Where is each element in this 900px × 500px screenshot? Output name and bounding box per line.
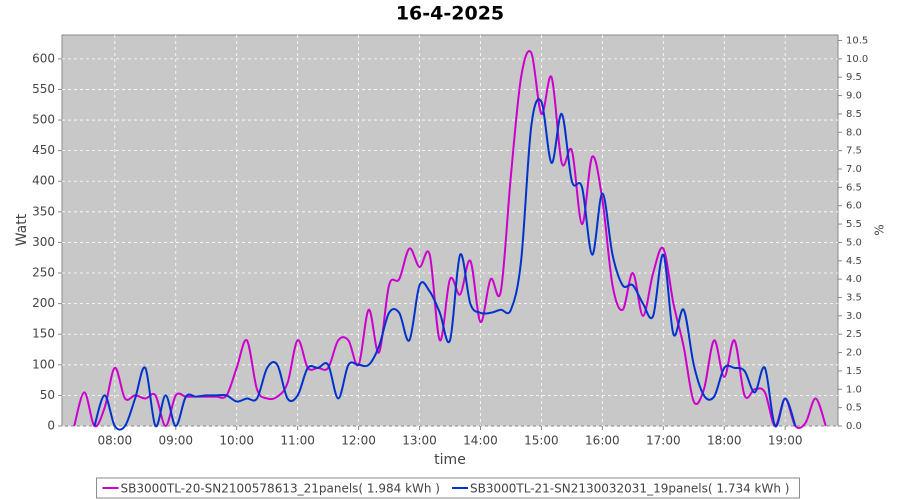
y-tick-label: 150 <box>32 327 55 341</box>
x-tick-label: 10:00 <box>219 434 254 448</box>
x-tick-label: 13:00 <box>402 434 437 448</box>
y2-tick-label: 5.0 <box>846 237 862 248</box>
y2-tick-label: 7.5 <box>846 146 862 157</box>
y2-tick-label: 10.5 <box>846 36 868 47</box>
y-tick-label: 0 <box>47 419 55 433</box>
series-line <box>93 98 797 431</box>
x-axis-label: time <box>434 452 466 468</box>
y-tick-label: 300 <box>32 235 55 249</box>
chart-title: 16-4-2025 <box>396 3 504 25</box>
x-tick-label: 12:00 <box>341 434 376 448</box>
legend-label: SB3000TL-20-SN2100578613_21panels( 1.984… <box>121 482 440 496</box>
y-tick-label: 350 <box>32 204 55 218</box>
x-tick-label: 16:00 <box>585 434 620 448</box>
y2-tick-label: 7.0 <box>846 164 862 175</box>
y-tick-label: 500 <box>32 113 55 127</box>
y2-tick-label: 6.0 <box>846 201 862 212</box>
y2-axis-label: % <box>873 224 887 235</box>
y-tick-label: 50 <box>40 388 55 402</box>
y2-tick-label: 0.5 <box>846 403 862 414</box>
y2-tick-label: 8.0 <box>846 127 862 138</box>
y2-tick-label: 3.5 <box>846 293 862 304</box>
y-tick-label: 450 <box>32 143 55 157</box>
y2-tick-label: 0.0 <box>846 421 862 432</box>
x-tick-label: 14:00 <box>463 434 498 448</box>
x-tick-label: 19:00 <box>768 434 803 448</box>
y-tick-label: 200 <box>32 296 55 310</box>
x-tick-label: 17:00 <box>646 434 681 448</box>
y-tick-label: 600 <box>32 51 55 65</box>
x-tick-label: 09:00 <box>158 434 193 448</box>
x-tick-label: 11:00 <box>280 434 315 448</box>
legend-box <box>96 477 800 499</box>
y2-tick-label: 6.5 <box>846 182 862 193</box>
y2-tick-label: 5.5 <box>846 219 862 230</box>
y2-tick-label: 8.5 <box>846 109 862 120</box>
y2-tick-label: 4.0 <box>846 274 862 285</box>
y2-tick-label: 3.0 <box>846 311 862 322</box>
y2-tick-label: 10.0 <box>846 54 868 65</box>
y-tick-label: 550 <box>32 82 55 96</box>
x-tick-label: 15:00 <box>524 434 559 448</box>
y-tick-label: 400 <box>32 174 55 188</box>
y-axis-label: Watt <box>14 213 30 246</box>
y2-tick-label: 1.5 <box>846 366 862 377</box>
x-tick-label: 18:00 <box>707 434 742 448</box>
y2-tick-label: 2.5 <box>846 329 862 340</box>
y-tick-label: 250 <box>32 266 55 280</box>
legend-label: SB3000TL-21-SN2130032031_19panels( 1.734… <box>470 482 789 496</box>
y2-tick-label: 2.0 <box>846 348 862 359</box>
y-tick-label: 100 <box>32 357 55 371</box>
y2-tick-label: 9.5 <box>846 72 862 83</box>
x-tick-label: 08:00 <box>98 434 133 448</box>
y2-tick-label: 1.0 <box>846 384 862 395</box>
y2-tick-label: 9.0 <box>846 91 862 102</box>
y2-tick-label: 4.5 <box>846 256 862 267</box>
